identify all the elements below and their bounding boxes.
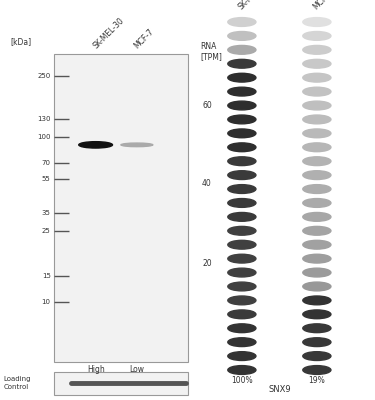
Text: 100%: 100% (231, 376, 253, 385)
Ellipse shape (303, 282, 331, 291)
Ellipse shape (228, 240, 256, 249)
Ellipse shape (228, 18, 256, 26)
Ellipse shape (121, 143, 153, 147)
Text: Low: Low (129, 365, 144, 374)
Ellipse shape (228, 352, 256, 360)
Text: 19%: 19% (309, 376, 325, 385)
Ellipse shape (303, 73, 331, 82)
Ellipse shape (228, 338, 256, 346)
Ellipse shape (303, 59, 331, 68)
Ellipse shape (303, 240, 331, 249)
Ellipse shape (303, 143, 331, 152)
Text: SNX9: SNX9 (268, 385, 291, 394)
Ellipse shape (303, 18, 331, 26)
Text: RNA
[TPM]: RNA [TPM] (201, 42, 222, 61)
Text: 25: 25 (42, 228, 51, 234)
Ellipse shape (303, 366, 331, 374)
Text: 40: 40 (202, 179, 212, 188)
Ellipse shape (228, 254, 256, 263)
Ellipse shape (228, 32, 256, 40)
Text: 130: 130 (37, 116, 51, 122)
Ellipse shape (228, 198, 256, 207)
FancyBboxPatch shape (54, 372, 188, 395)
Ellipse shape (228, 310, 256, 319)
Ellipse shape (303, 198, 331, 207)
Ellipse shape (228, 296, 256, 305)
Text: 20: 20 (202, 259, 212, 268)
Ellipse shape (303, 310, 331, 319)
Ellipse shape (228, 73, 256, 82)
Text: 250: 250 (38, 72, 51, 78)
Ellipse shape (303, 338, 331, 346)
Text: 70: 70 (42, 160, 51, 166)
Ellipse shape (303, 324, 331, 333)
Text: High: High (87, 365, 105, 374)
Text: MCF-7: MCF-7 (312, 0, 335, 11)
Ellipse shape (303, 254, 331, 263)
Text: 35: 35 (42, 210, 51, 216)
Ellipse shape (228, 101, 256, 110)
Ellipse shape (303, 157, 331, 166)
Ellipse shape (303, 212, 331, 221)
Ellipse shape (303, 185, 331, 194)
Ellipse shape (228, 143, 256, 152)
Ellipse shape (228, 268, 256, 277)
Ellipse shape (228, 185, 256, 194)
Ellipse shape (228, 46, 256, 54)
Ellipse shape (228, 212, 256, 221)
Ellipse shape (303, 46, 331, 54)
Ellipse shape (228, 282, 256, 291)
Ellipse shape (303, 115, 331, 124)
Text: MCF-7: MCF-7 (132, 27, 156, 50)
Ellipse shape (228, 226, 256, 235)
Text: SK-MEL-30: SK-MEL-30 (237, 0, 271, 11)
Ellipse shape (303, 129, 331, 138)
Ellipse shape (228, 129, 256, 138)
Ellipse shape (228, 171, 256, 180)
Ellipse shape (303, 352, 331, 360)
Ellipse shape (303, 296, 331, 305)
Ellipse shape (303, 268, 331, 277)
Text: Loading
Control: Loading Control (4, 376, 31, 390)
Ellipse shape (303, 101, 331, 110)
Ellipse shape (228, 366, 256, 374)
FancyBboxPatch shape (54, 54, 188, 362)
Text: 100: 100 (37, 134, 51, 140)
Text: 55: 55 (42, 176, 51, 182)
Ellipse shape (79, 142, 112, 148)
Text: 10: 10 (42, 299, 51, 305)
Ellipse shape (303, 32, 331, 40)
Ellipse shape (228, 59, 256, 68)
Ellipse shape (303, 226, 331, 235)
Text: SK-MEL-30: SK-MEL-30 (91, 16, 126, 50)
Ellipse shape (228, 115, 256, 124)
Text: 15: 15 (42, 273, 51, 279)
Text: 60: 60 (202, 101, 212, 110)
Text: [kDa]: [kDa] (10, 38, 31, 46)
Ellipse shape (228, 157, 256, 166)
Ellipse shape (303, 87, 331, 96)
Ellipse shape (228, 324, 256, 333)
Ellipse shape (228, 87, 256, 96)
Ellipse shape (303, 171, 331, 180)
